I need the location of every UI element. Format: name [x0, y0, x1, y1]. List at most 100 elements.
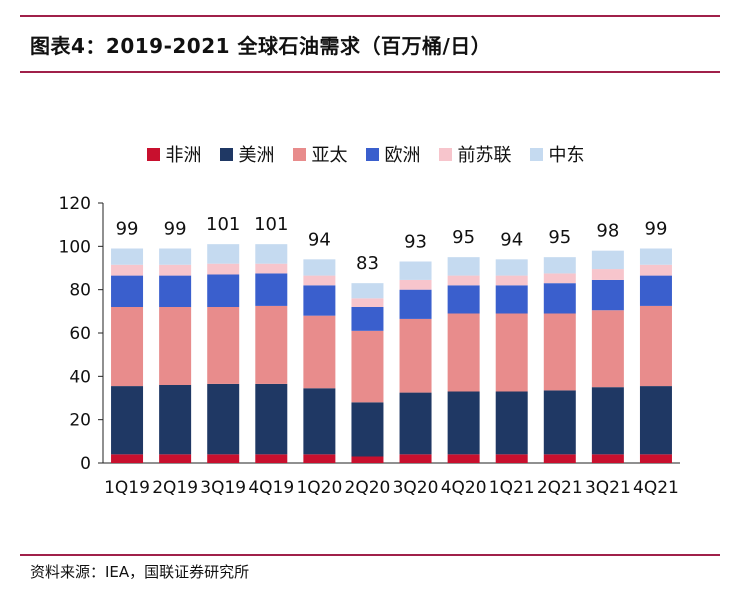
bar-segment [495, 313, 528, 392]
top-rule [20, 15, 720, 17]
bar-segment [207, 454, 240, 463]
bar-segment [639, 386, 672, 455]
source-rule [20, 554, 720, 556]
bar-segment [159, 275, 192, 307]
y-tick-label: 100 [59, 237, 91, 257]
chart-title: 图表4：2019-2021 全球石油需求（百万桶/日） [30, 34, 492, 58]
bar-segment [351, 330, 384, 403]
bar-segment [351, 283, 384, 299]
bar-segment [351, 402, 384, 457]
data-label: 99 [116, 219, 139, 240]
legend-swatch [438, 147, 452, 161]
bar-segment [495, 275, 528, 286]
data-label: 83 [356, 253, 379, 274]
bar-segment [159, 307, 192, 385]
data-label: 101 [206, 214, 240, 235]
bar-segment [399, 392, 432, 455]
bar-segment [303, 454, 336, 463]
bar-segment [447, 313, 480, 392]
bar-segment [591, 310, 624, 388]
bar-segment [591, 250, 624, 270]
bar-segment [495, 391, 528, 455]
legend-swatch [292, 147, 306, 161]
bar-segment [447, 391, 480, 455]
chart-legend: 非洲 美洲 亚太 欧洲 前苏联 中东 [0, 141, 731, 167]
bar-segment [255, 244, 288, 264]
bar-segment [447, 285, 480, 314]
x-tick-label: 1Q20 [296, 478, 342, 498]
legend-label: 亚太 [311, 145, 348, 166]
legend-item: 美洲 [219, 141, 275, 167]
bar-segment [303, 285, 336, 316]
legend-item: 欧洲 [365, 141, 421, 167]
x-tick-label: 4Q19 [248, 478, 294, 498]
bar-segment [639, 275, 672, 306]
source-note: 资料来源：IEA，国联证券研究所 [30, 563, 250, 581]
bar-segment [639, 248, 672, 265]
data-label: 95 [452, 227, 475, 248]
bar-segment [639, 454, 672, 463]
legend-label: 美洲 [238, 145, 275, 166]
x-tick-label: 4Q20 [441, 478, 487, 498]
bar-segment [543, 390, 576, 455]
bar-segment [159, 264, 192, 276]
bar-segment [207, 263, 240, 275]
data-label: 101 [254, 214, 288, 235]
bar-segment [207, 244, 240, 264]
bar-segment [255, 263, 288, 274]
bar-segment [207, 274, 240, 307]
y-tick-label: 80 [69, 281, 91, 301]
bar-segment [495, 285, 528, 314]
stacked-bar-chart: 0 20 40 60 80 100 120 99 1Q19 99 2Q19 101 3Q19 101 4Q1… [59, 194, 680, 498]
y-tick-label: 40 [69, 367, 91, 387]
bar-segment [591, 279, 624, 311]
legend-swatch [365, 147, 379, 161]
data-label: 94 [308, 229, 331, 250]
bar-segment [159, 248, 192, 265]
bar-segment [111, 264, 144, 276]
legend-swatch [146, 147, 160, 161]
x-tick-label: 1Q19 [104, 478, 150, 498]
bar-segment [207, 307, 240, 384]
legend-swatch [219, 147, 233, 161]
bar-segment [159, 385, 192, 455]
bar-segment [543, 283, 576, 314]
bar-segment [495, 259, 528, 276]
bar-segment [111, 454, 144, 463]
data-label: 95 [548, 227, 571, 248]
data-label: 98 [596, 221, 619, 242]
bar-segment [399, 454, 432, 463]
bar-segment [399, 318, 432, 393]
x-tick-label: 2Q20 [345, 478, 391, 498]
bar-segment [399, 289, 432, 319]
bar-segment [447, 257, 480, 276]
legend-item: 前苏联 [438, 141, 512, 167]
bar-segment [591, 269, 624, 280]
data-label: 94 [500, 229, 523, 250]
bar-segment [351, 456, 384, 463]
bar-segment [255, 273, 288, 306]
bar-segment [639, 305, 672, 387]
legend-label: 非洲 [165, 145, 202, 166]
bar-segment [447, 275, 480, 286]
y-tick-label: 20 [69, 411, 91, 431]
bar-segment [591, 387, 624, 455]
legend-label: 前苏联 [457, 145, 512, 166]
legend-swatch [529, 147, 543, 161]
bar-segment [303, 275, 336, 286]
bar-segment [255, 383, 288, 455]
title-rule [20, 71, 720, 73]
bar-segment [495, 454, 528, 463]
bar-segment [399, 279, 432, 290]
bar-segment [159, 454, 192, 463]
x-tick-label: 3Q19 [200, 478, 246, 498]
y-tick-label: 120 [59, 194, 91, 214]
bar-segment [351, 307, 384, 331]
bar-segment [543, 273, 576, 284]
x-tick-label: 2Q21 [537, 478, 583, 498]
bar-segment [111, 275, 144, 307]
bar-segment [303, 315, 336, 389]
x-tick-label: 4Q21 [633, 478, 679, 498]
legend-label: 中东 [548, 145, 585, 166]
bar-segment [639, 264, 672, 276]
